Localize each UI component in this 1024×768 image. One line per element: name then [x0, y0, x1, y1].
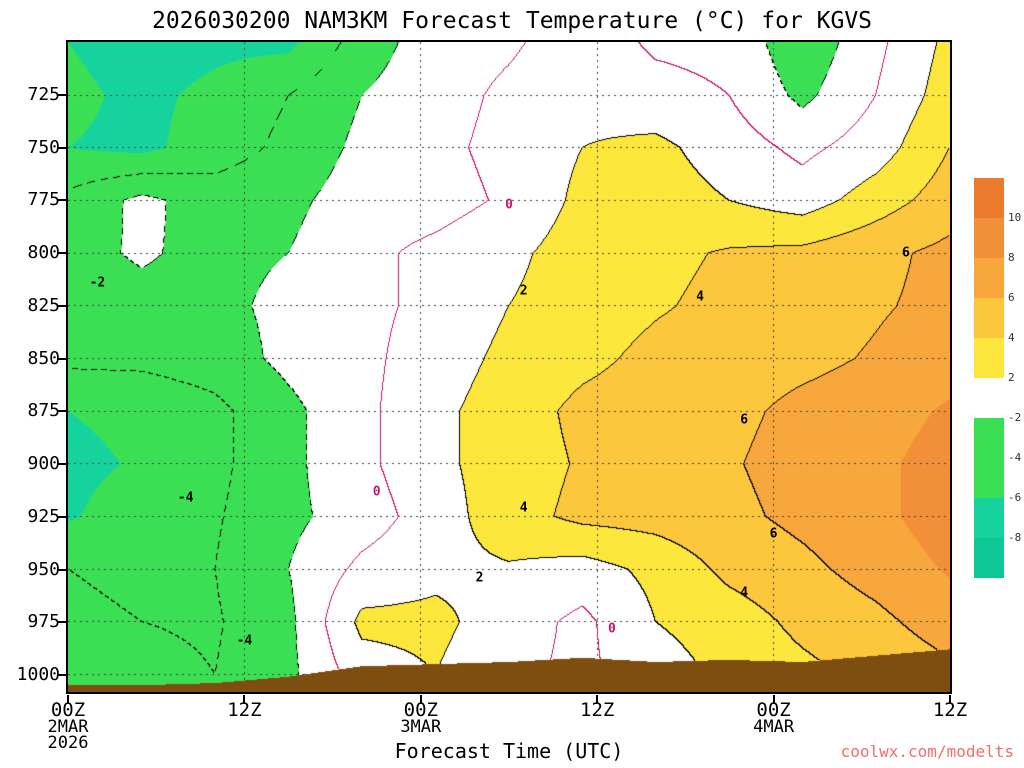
- x-axis-date-label: 4MAR: [753, 717, 795, 737]
- contour-label: 4: [740, 585, 749, 601]
- y-axis-label: 1000: [16, 664, 60, 686]
- y-axis-label: 975: [27, 611, 60, 633]
- x-axis-tick-label: 12Z: [932, 699, 968, 721]
- y-axis-label: 725: [27, 83, 60, 105]
- y-axis-label: 750: [27, 136, 60, 158]
- colorbar-band: [974, 378, 1004, 418]
- contour-label: 6: [769, 526, 778, 542]
- y-axis-label: 850: [27, 347, 60, 369]
- y-axis-tick: [57, 410, 66, 413]
- colorbar: [974, 178, 1004, 578]
- y-axis-tick: [57, 515, 66, 518]
- y-axis-label: 875: [27, 400, 60, 422]
- colorbar-band: [974, 258, 1004, 298]
- y-axis-tick: [57, 357, 66, 360]
- y-axis-label: 950: [27, 558, 60, 580]
- colorbar-tick-label: 8: [1008, 251, 1015, 264]
- x-axis-tick-label: 00Z: [756, 699, 791, 721]
- x-axis-tick: [67, 695, 69, 704]
- x-axis-tick: [243, 695, 246, 704]
- x-axis-tick-label: 12Z: [227, 699, 262, 721]
- contour-label: 4: [519, 500, 528, 516]
- y-axis-tick: [57, 93, 66, 96]
- contour-label: 6: [901, 245, 910, 261]
- x-axis-date-label: 2026: [47, 733, 89, 753]
- contour-label: -4: [236, 633, 253, 649]
- colorbar-tick-label: 2: [1008, 371, 1015, 384]
- contour-canvas: [68, 42, 950, 692]
- y-axis-tick: [57, 463, 66, 466]
- x-axis-date-label: 2MAR: [47, 717, 89, 737]
- y-axis-tick: [57, 199, 66, 202]
- x-axis-tick: [949, 695, 951, 704]
- y-axis-tick: [57, 146, 66, 149]
- colorbar-band: [974, 298, 1004, 338]
- contour-label: 0: [505, 197, 513, 212]
- watermark-link[interactable]: coolwx.com/modelts: [840, 742, 1014, 761]
- x-axis-date-label: 3MAR: [400, 717, 442, 737]
- contour-label: 2: [519, 283, 528, 299]
- colorbar-band: [974, 538, 1004, 578]
- y-axis-label: 775: [27, 189, 60, 211]
- x-axis-tick: [772, 695, 775, 704]
- chart-title: 2026030200 NAM3KM Forecast Temperature (…: [151, 8, 873, 34]
- x-axis-tick-label: 12Z: [580, 699, 615, 721]
- x-axis-tick: [596, 695, 599, 704]
- y-axis-label: 900: [27, 453, 60, 475]
- x-axis-tick: [419, 695, 422, 704]
- y-axis-tick: [57, 304, 66, 307]
- contour-label: 6: [740, 412, 749, 428]
- colorbar-tick-label: -4: [1008, 451, 1022, 464]
- y-axis-tick: [57, 252, 66, 255]
- x-axis-tick-label: 00Z: [50, 699, 86, 721]
- colorbar-tick-label: -6: [1008, 491, 1022, 504]
- contour-label: -2: [89, 275, 106, 291]
- y-axis-label: 925: [27, 505, 60, 527]
- colorbar-band: [974, 178, 1004, 218]
- colorbar-tick-label: 10: [1008, 211, 1022, 224]
- contour-label: 0: [607, 621, 616, 637]
- colorbar-band: [974, 338, 1004, 378]
- x-axis-title: Forecast Time (UTC): [394, 739, 624, 763]
- y-axis-label: 800: [27, 242, 60, 264]
- colorbar-tick-label: -2: [1008, 411, 1022, 424]
- plot-area: -2 -4 -4 0 0 0 2 2 4 4 4 6 6 6: [66, 40, 952, 694]
- y-axis-label: 825: [27, 294, 60, 316]
- colorbar-band: [974, 498, 1004, 538]
- colorbar-tick-label: 6: [1008, 291, 1015, 304]
- y-axis-tick: [57, 621, 66, 624]
- contour-label: 0: [372, 484, 381, 499]
- colorbar-band: [974, 458, 1004, 498]
- x-axis-tick-label: 00Z: [403, 699, 438, 721]
- colorbar-band: [974, 218, 1004, 258]
- colorbar-tick-label: -8: [1008, 531, 1022, 544]
- contour-label: -4: [177, 490, 194, 506]
- contour-label: 4: [696, 289, 705, 305]
- contour-label: 2: [475, 570, 484, 586]
- y-axis-tick: [57, 674, 66, 677]
- colorbar-tick-label: 4: [1008, 331, 1015, 344]
- colorbar-band: [974, 418, 1004, 458]
- y-axis-tick: [57, 568, 66, 571]
